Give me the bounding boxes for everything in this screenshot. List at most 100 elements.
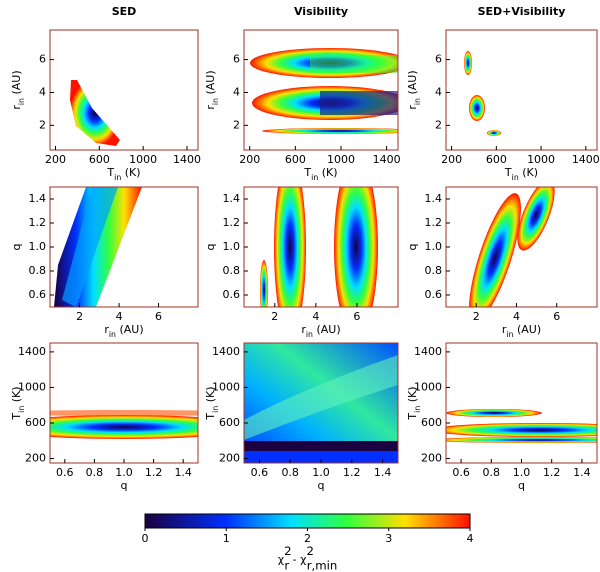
colorbar-tick-label: 3 bbox=[385, 532, 392, 545]
x-tick-label: 1000 bbox=[327, 153, 355, 166]
column-title: Visibility bbox=[294, 5, 348, 18]
y-axis-label: rin (AU) bbox=[406, 70, 422, 109]
x-tick-label: 0.8 bbox=[86, 466, 104, 479]
x-axis-label: rin (AU) bbox=[104, 323, 143, 339]
y-tick-label: 1400 bbox=[18, 345, 46, 358]
y-axis-label-part: (AU) bbox=[10, 70, 23, 98]
y-axis-label-part: T bbox=[406, 413, 419, 421]
y-tick-label: 4 bbox=[39, 85, 46, 98]
x-tick-label: 1000 bbox=[527, 153, 555, 166]
x-axis-label-part: T bbox=[303, 166, 311, 179]
contour bbox=[250, 48, 398, 134]
y-tick-label: 4 bbox=[435, 85, 442, 98]
x-tick-label: 1.0 bbox=[115, 466, 133, 479]
x-axis-label-part: r bbox=[104, 323, 109, 336]
contour bbox=[50, 410, 198, 439]
plot-frame bbox=[49, 342, 199, 464]
y-tick-label: 200 bbox=[25, 452, 46, 465]
y-tick-label: 1.0 bbox=[425, 240, 443, 253]
x-axis-label-part: T bbox=[106, 166, 114, 179]
contour bbox=[446, 409, 597, 443]
y-axis-label-part: (K) bbox=[204, 386, 217, 405]
colorbar bbox=[144, 513, 471, 529]
x-tick-label: 1.4 bbox=[374, 466, 392, 479]
y-tick-label: 0.6 bbox=[425, 288, 443, 301]
x-tick-label: 0.6 bbox=[251, 466, 269, 479]
y-tick-label: 1.2 bbox=[223, 216, 241, 229]
x-axis-label-part: in bbox=[506, 330, 513, 339]
colorbar-label-part: 2 bbox=[306, 544, 313, 558]
colorbar-label-part: χ bbox=[300, 553, 307, 566]
colorbar-label-part: r bbox=[284, 558, 289, 572]
x-tick-label: 2 bbox=[271, 310, 278, 323]
x-axis-label-part: in bbox=[109, 330, 116, 339]
colorbar-label-part: χ bbox=[278, 553, 285, 566]
x-axis-label-part: in bbox=[306, 330, 313, 339]
contour bbox=[469, 187, 555, 307]
x-tick-label: 200 bbox=[441, 153, 462, 166]
plot-frame bbox=[243, 29, 399, 151]
y-axis-label: Tin (K) bbox=[406, 386, 422, 420]
y-axis-label-part: r bbox=[406, 105, 419, 110]
x-axis-label-part: (AU) bbox=[513, 323, 541, 336]
x-axis-label: Tin (K) bbox=[303, 166, 337, 182]
y-axis-label-part: in bbox=[413, 98, 422, 105]
y-axis-label-part: in bbox=[211, 98, 220, 105]
y-axis-label-part: (K) bbox=[406, 386, 419, 405]
x-tick-label: 0.8 bbox=[281, 466, 299, 479]
x-axis-label: Tin (K) bbox=[504, 166, 538, 182]
y-tick-label: 4 bbox=[233, 85, 240, 98]
x-tick-label: 2 bbox=[76, 310, 83, 323]
x-axis-label-part: (K) bbox=[318, 166, 337, 179]
x-axis-label-part: in bbox=[311, 173, 318, 182]
colorbar-tick-label: 0 bbox=[142, 532, 149, 545]
x-tick-label: 1.2 bbox=[543, 466, 561, 479]
x-axis-label-part: q bbox=[318, 479, 325, 492]
x-axis-label: q bbox=[121, 479, 128, 492]
x-tick-label: 1000 bbox=[129, 153, 157, 166]
y-tick-label: 600 bbox=[25, 416, 46, 429]
x-tick-label: 1.4 bbox=[174, 466, 192, 479]
x-tick-label: 1.2 bbox=[343, 466, 361, 479]
y-tick-label: 600 bbox=[219, 416, 240, 429]
x-tick-label: 1.0 bbox=[312, 466, 330, 479]
y-axis-label: Tin (K) bbox=[204, 386, 220, 420]
x-tick-label: 4 bbox=[116, 310, 123, 323]
y-tick-label: 2 bbox=[435, 118, 442, 131]
y-axis-label-part: T bbox=[204, 413, 217, 421]
y-axis-label-part: q bbox=[204, 244, 217, 251]
x-axis-label-part: in bbox=[114, 173, 121, 182]
x-tick-label: 6 bbox=[353, 310, 360, 323]
x-axis-label-part: (AU) bbox=[116, 323, 144, 336]
y-tick-label: 1.0 bbox=[29, 240, 47, 253]
x-axis-label-part: (K) bbox=[121, 166, 140, 179]
y-axis-label: rin (AU) bbox=[10, 70, 26, 109]
y-tick-label: 1400 bbox=[212, 345, 240, 358]
x-tick-label: 1400 bbox=[173, 153, 201, 166]
x-tick-label: 6 bbox=[155, 310, 162, 323]
y-tick-label: 0.8 bbox=[29, 264, 47, 277]
y-tick-label: 1.2 bbox=[425, 216, 443, 229]
y-axis-label: rin (AU) bbox=[204, 70, 220, 109]
colorbar-tick-label: 4 bbox=[467, 532, 474, 545]
y-tick-label: 1.4 bbox=[223, 192, 241, 205]
y-tick-label: 1400 bbox=[414, 345, 442, 358]
x-tick-label: 4 bbox=[312, 310, 319, 323]
contour-fills bbox=[50, 48, 597, 463]
contour bbox=[260, 187, 378, 307]
x-tick-label: 0.6 bbox=[452, 466, 470, 479]
x-axis-label: rin (AU) bbox=[502, 323, 541, 339]
contour bbox=[464, 51, 501, 136]
plot-frame bbox=[445, 29, 598, 151]
y-axis-label-part: (K) bbox=[10, 386, 23, 405]
plot-frame bbox=[49, 29, 199, 151]
x-axis-label-part: (AU) bbox=[313, 323, 341, 336]
colorbar-label-part: 2 bbox=[284, 544, 291, 558]
x-tick-label: 200 bbox=[45, 153, 66, 166]
y-axis-label-part: T bbox=[10, 413, 23, 421]
y-tick-label: 1.2 bbox=[29, 216, 47, 229]
y-tick-label: 200 bbox=[219, 452, 240, 465]
x-axis-label-part: r bbox=[502, 323, 507, 336]
x-tick-label: 600 bbox=[89, 153, 110, 166]
